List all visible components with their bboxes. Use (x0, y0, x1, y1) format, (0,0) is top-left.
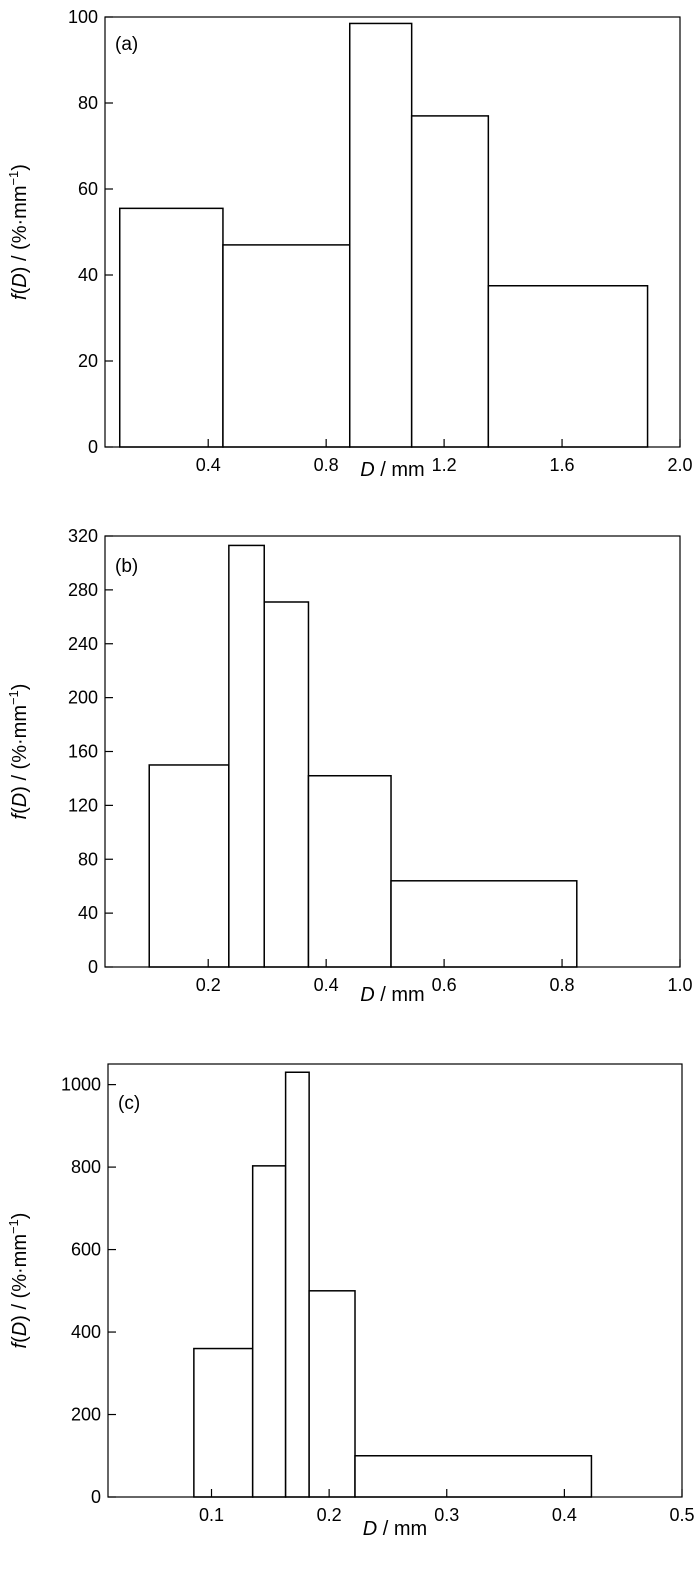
x-tick-label: 0.4 (314, 975, 339, 995)
x-tick-label: 1.0 (667, 975, 692, 995)
y-axis-symbol: D (9, 1322, 31, 1336)
y-axis-unit: / (%·mm (9, 1234, 31, 1315)
histogram-bar (354, 1455, 593, 1498)
y-tick-label: 0 (91, 1487, 101, 1507)
y-axis-paren: ) (9, 267, 31, 274)
histogram-bar (228, 544, 265, 968)
x-axis-symbol: D (363, 1518, 377, 1540)
y-axis-symbol: D (9, 273, 31, 287)
x-tick-label: 0.4 (196, 455, 221, 475)
panel-label: (c) (118, 1093, 140, 1114)
x-axis-unit: / mm (377, 1518, 427, 1540)
histogram-bar (251, 1165, 287, 1498)
y-axis-func: f (9, 811, 31, 819)
y-axis-paren: ) (9, 1213, 31, 1220)
x-tick-label: 0.2 (317, 1505, 342, 1525)
x-axis-symbol: D (360, 459, 374, 481)
x-axis-symbol: D (360, 984, 374, 1006)
y-tick-label: 200 (71, 1405, 101, 1425)
y-axis-paren: ) (9, 786, 31, 793)
histogram-bar (487, 285, 649, 448)
histogram-bar (308, 1290, 356, 1498)
x-tick-label: 0.8 (314, 455, 339, 475)
y-tick-label: 240 (68, 634, 98, 654)
histogram-bar (410, 115, 490, 448)
y-tick-label: 40 (78, 903, 98, 923)
y-axis-label: f(D) / (%·mm−1) (6, 1213, 31, 1349)
histogram-bar (222, 244, 351, 448)
y-tick-label: 80 (78, 93, 98, 113)
y-tick-label: 600 (71, 1240, 101, 1260)
y-axis-symbol: D (9, 793, 31, 807)
y-tick-label: 320 (68, 526, 98, 546)
histogram-bar (348, 22, 413, 448)
y-tick-label: 40 (78, 265, 98, 285)
x-axis-label: D / mm (360, 459, 424, 481)
y-axis-paren: ( (9, 287, 31, 294)
y-tick-label: 280 (68, 580, 98, 600)
x-tick-label: 0.4 (552, 1505, 577, 1525)
y-axis-exponent: −1 (6, 690, 21, 705)
y-axis-paren: ) (9, 684, 31, 691)
y-axis-paren: ( (9, 1336, 31, 1343)
y-tick-label: 0 (88, 957, 98, 977)
histogram-bar (148, 764, 230, 968)
y-tick-label: 20 (78, 351, 98, 371)
y-axis-func: f (9, 1340, 31, 1348)
y-tick-label: 160 (68, 742, 98, 762)
y-axis-label: f(D) / (%·mm−1) (6, 164, 31, 300)
histogram-bar (307, 774, 392, 968)
y-axis-func: f (9, 292, 31, 300)
histogram-bar (193, 1347, 254, 1498)
y-tick-label: 200 (68, 688, 98, 708)
y-tick-label: 80 (78, 849, 98, 869)
panel-label: (b) (115, 556, 138, 577)
y-axis-exponent: −1 (6, 171, 21, 186)
x-tick-label: 0.8 (550, 975, 575, 995)
y-tick-label: 400 (71, 1322, 101, 1342)
histogram-bar (118, 207, 224, 448)
x-tick-label: 1.6 (550, 455, 575, 475)
x-tick-label: 0.2 (196, 975, 221, 995)
x-axis-unit: / mm (375, 459, 425, 481)
y-tick-label: 800 (71, 1157, 101, 1177)
y-axis-unit: / (%·mm (9, 186, 31, 267)
histogram-panel-b: 0.2 0.4 0.6 0.8 1.0 0 40 80 120 160 200 240 280 320 (b… (6, 526, 693, 1006)
x-axis-unit: / mm (375, 984, 425, 1006)
x-tick-label: 2.0 (667, 455, 692, 475)
x-tick-label: 1.2 (432, 455, 457, 475)
y-tick-label: 0 (88, 437, 98, 457)
y-axis-label: f(D) / (%·mm−1) (6, 684, 31, 820)
plot-frame (107, 1063, 683, 1498)
histogram-bar (284, 1071, 310, 1498)
x-tick-label: 0.3 (434, 1505, 459, 1525)
y-tick-label: 1000 (61, 1075, 101, 1095)
histogram-bar (390, 880, 578, 968)
x-tick-label: 0.1 (199, 1505, 224, 1525)
y-axis-paren: ( (9, 807, 31, 814)
histogram-bar (263, 601, 310, 968)
histogram-panel-c: 0.1 0.2 0.3 0.4 0.5 0 200 400 600 800 1000 (c) D / m… (6, 1063, 695, 1540)
y-tick-label: 100 (68, 7, 98, 27)
x-tick-label: 0.5 (669, 1505, 694, 1525)
x-tick-label: 0.6 (432, 975, 457, 995)
y-tick-label: 60 (78, 179, 98, 199)
x-axis-label: D / mm (363, 1518, 427, 1540)
y-axis-paren: ) (9, 164, 31, 171)
y-axis-exponent: −1 (6, 1219, 21, 1234)
y-tick-label: 120 (68, 795, 98, 815)
panel-label: (a) (115, 34, 138, 55)
plot-frame (104, 16, 681, 448)
y-axis-paren: ) (9, 1315, 31, 1322)
y-axis-unit: / (%·mm (9, 705, 31, 786)
x-axis-label: D / mm (360, 984, 424, 1006)
